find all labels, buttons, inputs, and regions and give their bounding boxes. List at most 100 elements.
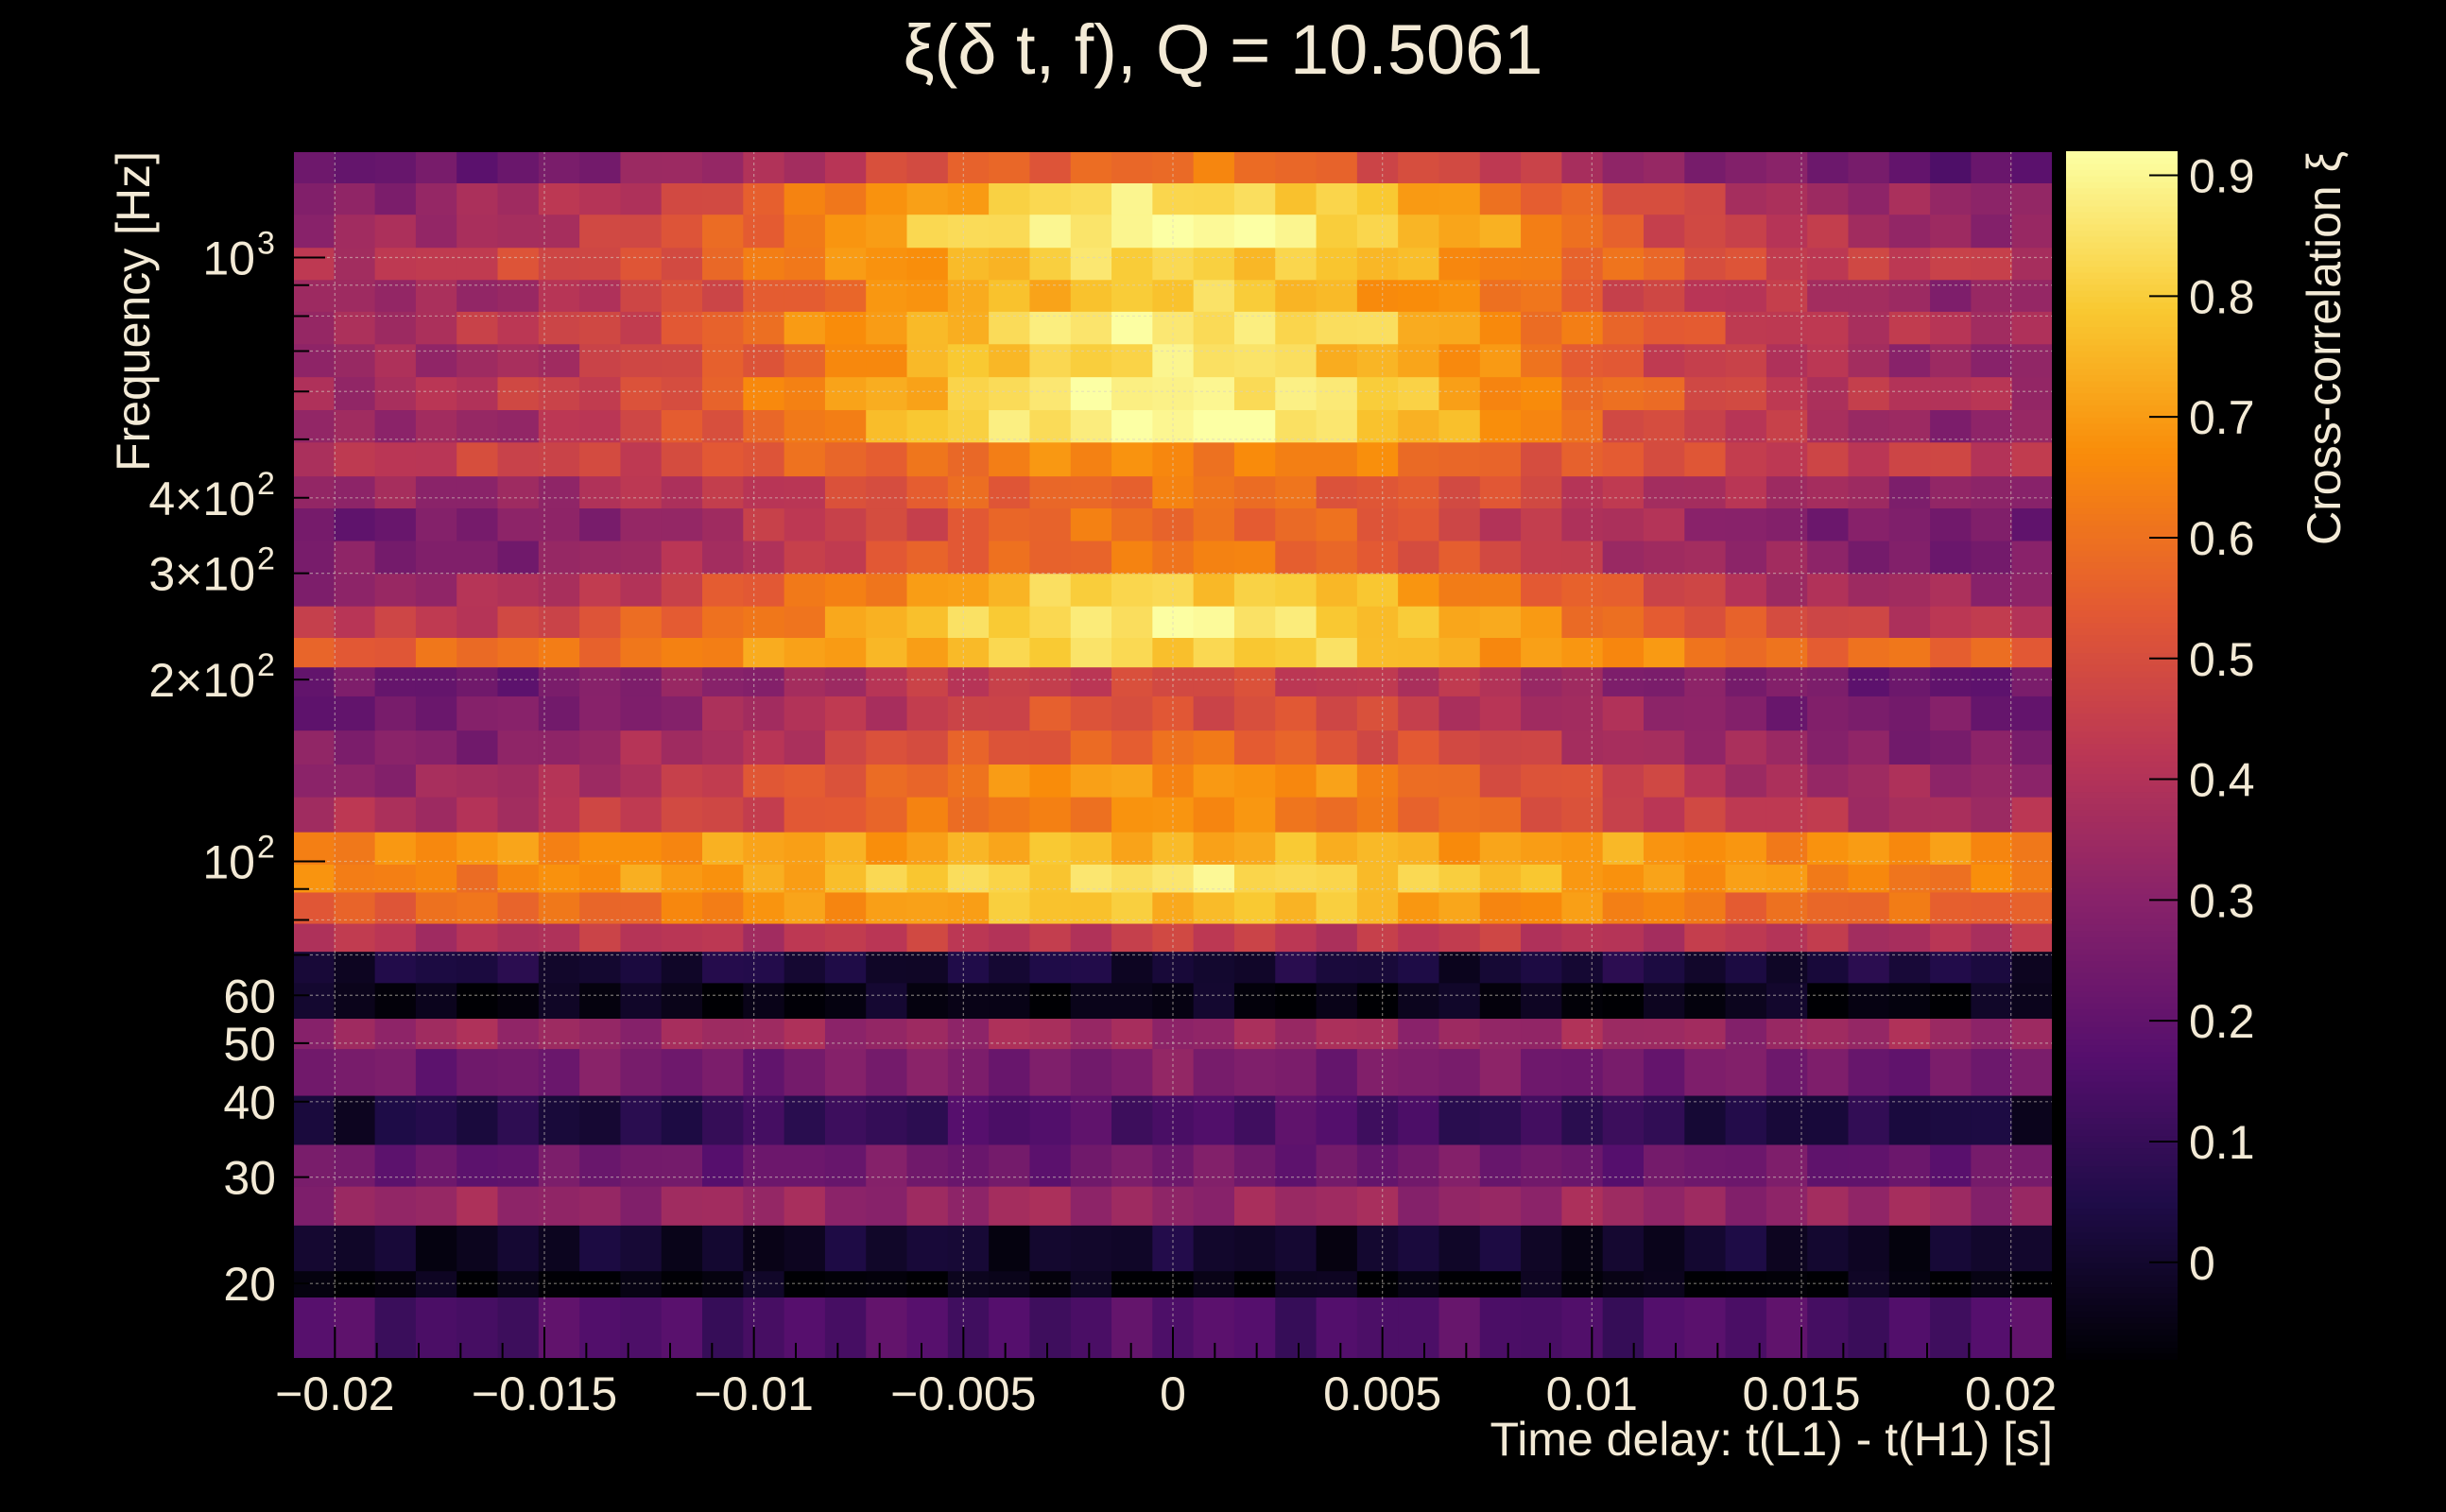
heatmap-cell: [1561, 1094, 1604, 1145]
heatmap-cell: [1316, 182, 1358, 215]
heatmap-cell: [824, 1297, 867, 1360]
heatmap-cell: [374, 1186, 417, 1226]
colorbar-segment: [2066, 978, 2178, 986]
heatmap-cell: [743, 311, 785, 345]
heatmap-cell: [1725, 982, 1767, 1020]
heatmap-cell: [1356, 1186, 1399, 1226]
heatmap-cell: [497, 864, 540, 893]
colorbar-segment: [2066, 851, 2178, 859]
heatmap-cell: [702, 1018, 744, 1050]
heatmap-cell: [538, 1018, 580, 1050]
heatmap-cell: [1888, 922, 1931, 953]
heatmap-cell: [1111, 637, 1153, 668]
heatmap-cell: [702, 1186, 744, 1226]
heatmap-cell: [702, 343, 744, 378]
heatmap-cell: [1029, 214, 1072, 249]
heatmap-cell: [1643, 475, 1685, 509]
heatmap-cell: [989, 214, 1031, 249]
heatmap-cell: [661, 730, 703, 765]
colorbar-segment: [2066, 610, 2178, 617]
heatmap-cell: [1070, 182, 1112, 215]
heatmap-cell: [1602, 1225, 1645, 1272]
colorbar-segment: [2066, 725, 2178, 732]
heatmap-cell: [1193, 797, 1235, 833]
heatmap-cell: [456, 1225, 499, 1272]
heatmap-cell: [334, 540, 376, 575]
colorbar-segment: [2066, 930, 2178, 937]
heatmap-cell: [1479, 182, 1522, 215]
heatmap-cell: [1233, 1094, 1276, 1145]
heatmap-cell: [1521, 1143, 1562, 1187]
colorbar-segment: [2066, 604, 2178, 611]
heatmap-cell: [989, 279, 1031, 312]
heatmap-cell: [374, 606, 417, 639]
heatmap-cell: [1316, 343, 1358, 378]
heatmap-cell: [579, 864, 622, 893]
heatmap-cell: [1766, 1018, 1808, 1050]
heatmap-cell: [1725, 1297, 1767, 1360]
heatmap-cell: [374, 1225, 417, 1272]
colorbar-segment: [2066, 151, 2178, 159]
heatmap-cell: [1316, 1048, 1358, 1096]
heatmap-cell: [1479, 1143, 1522, 1187]
heatmap-cell: [1275, 1297, 1318, 1360]
colorbar-tick-label: 0.7: [2189, 391, 2255, 444]
heatmap-cell: [579, 1270, 622, 1297]
heatmap-cell: [947, 637, 990, 668]
heatmap-cell: [1479, 832, 1522, 865]
x-tick-label: 0.01: [1546, 1367, 1638, 1420]
heatmap-cell: [866, 247, 908, 281]
heatmap-cell: [1930, 606, 1972, 639]
heatmap-cell: [1521, 214, 1562, 249]
heatmap-cell: [293, 376, 335, 411]
heatmap-cell: [1848, 182, 1890, 215]
heatmap-cell: [824, 1048, 867, 1096]
colorbar-segment: [2066, 223, 2178, 231]
heatmap-cell: [2011, 1270, 2054, 1297]
colorbar-segment: [2066, 1092, 2178, 1101]
heatmap-cell: [293, 606, 335, 639]
heatmap-cell: [947, 507, 990, 541]
heatmap-cell: [1725, 573, 1767, 607]
heatmap-cell: [1029, 666, 1072, 696]
heatmap-cell: [579, 151, 622, 183]
heatmap-cell: [1888, 891, 1931, 924]
heatmap-cell: [906, 1225, 949, 1272]
heatmap-cell: [334, 1094, 376, 1145]
heatmap-cell: [743, 540, 785, 575]
heatmap-cell: [1316, 982, 1358, 1020]
heatmap-cell: [1888, 606, 1931, 639]
heatmap-cell: [1643, 666, 1685, 696]
heatmap-cell: [415, 441, 457, 477]
colorbar-segment: [2066, 1183, 2178, 1191]
heatmap-cell: [1438, 376, 1481, 411]
heatmap-cell: [1888, 1186, 1931, 1226]
heatmap-cell: [743, 832, 785, 865]
heatmap-cell: [456, 343, 499, 378]
heatmap-cell: [866, 730, 908, 765]
heatmap-cell: [415, 982, 457, 1020]
heatmap-cell: [579, 1186, 622, 1226]
heatmap-cell: [824, 864, 867, 893]
heatmap-cell: [824, 1143, 867, 1187]
heatmap-cell: [497, 1297, 540, 1360]
heatmap-cell: [1275, 764, 1318, 798]
heatmap-cell: [1479, 409, 1522, 443]
heatmap-cell: [947, 182, 990, 215]
heatmap-cell: [661, 475, 703, 509]
heatmap-cell: [947, 214, 990, 249]
colorbar-segment: [2066, 1099, 2178, 1107]
heatmap-cell: [1152, 540, 1195, 575]
heatmap-cell: [702, 409, 744, 443]
heatmap-cell: [1643, 730, 1685, 765]
colorbar-segment: [2066, 743, 2178, 750]
colorbar-segment: [2066, 1208, 2178, 1215]
heatmap-cell: [1807, 864, 1850, 893]
heatmap-cell: [579, 507, 622, 541]
heatmap-cell: [456, 637, 499, 668]
heatmap-cell: [415, 922, 457, 953]
heatmap-cell: [1193, 540, 1235, 575]
heatmap-cell: [1807, 1186, 1850, 1226]
heatmap-cell: [1602, 730, 1645, 765]
heatmap-cell: [784, 696, 826, 731]
